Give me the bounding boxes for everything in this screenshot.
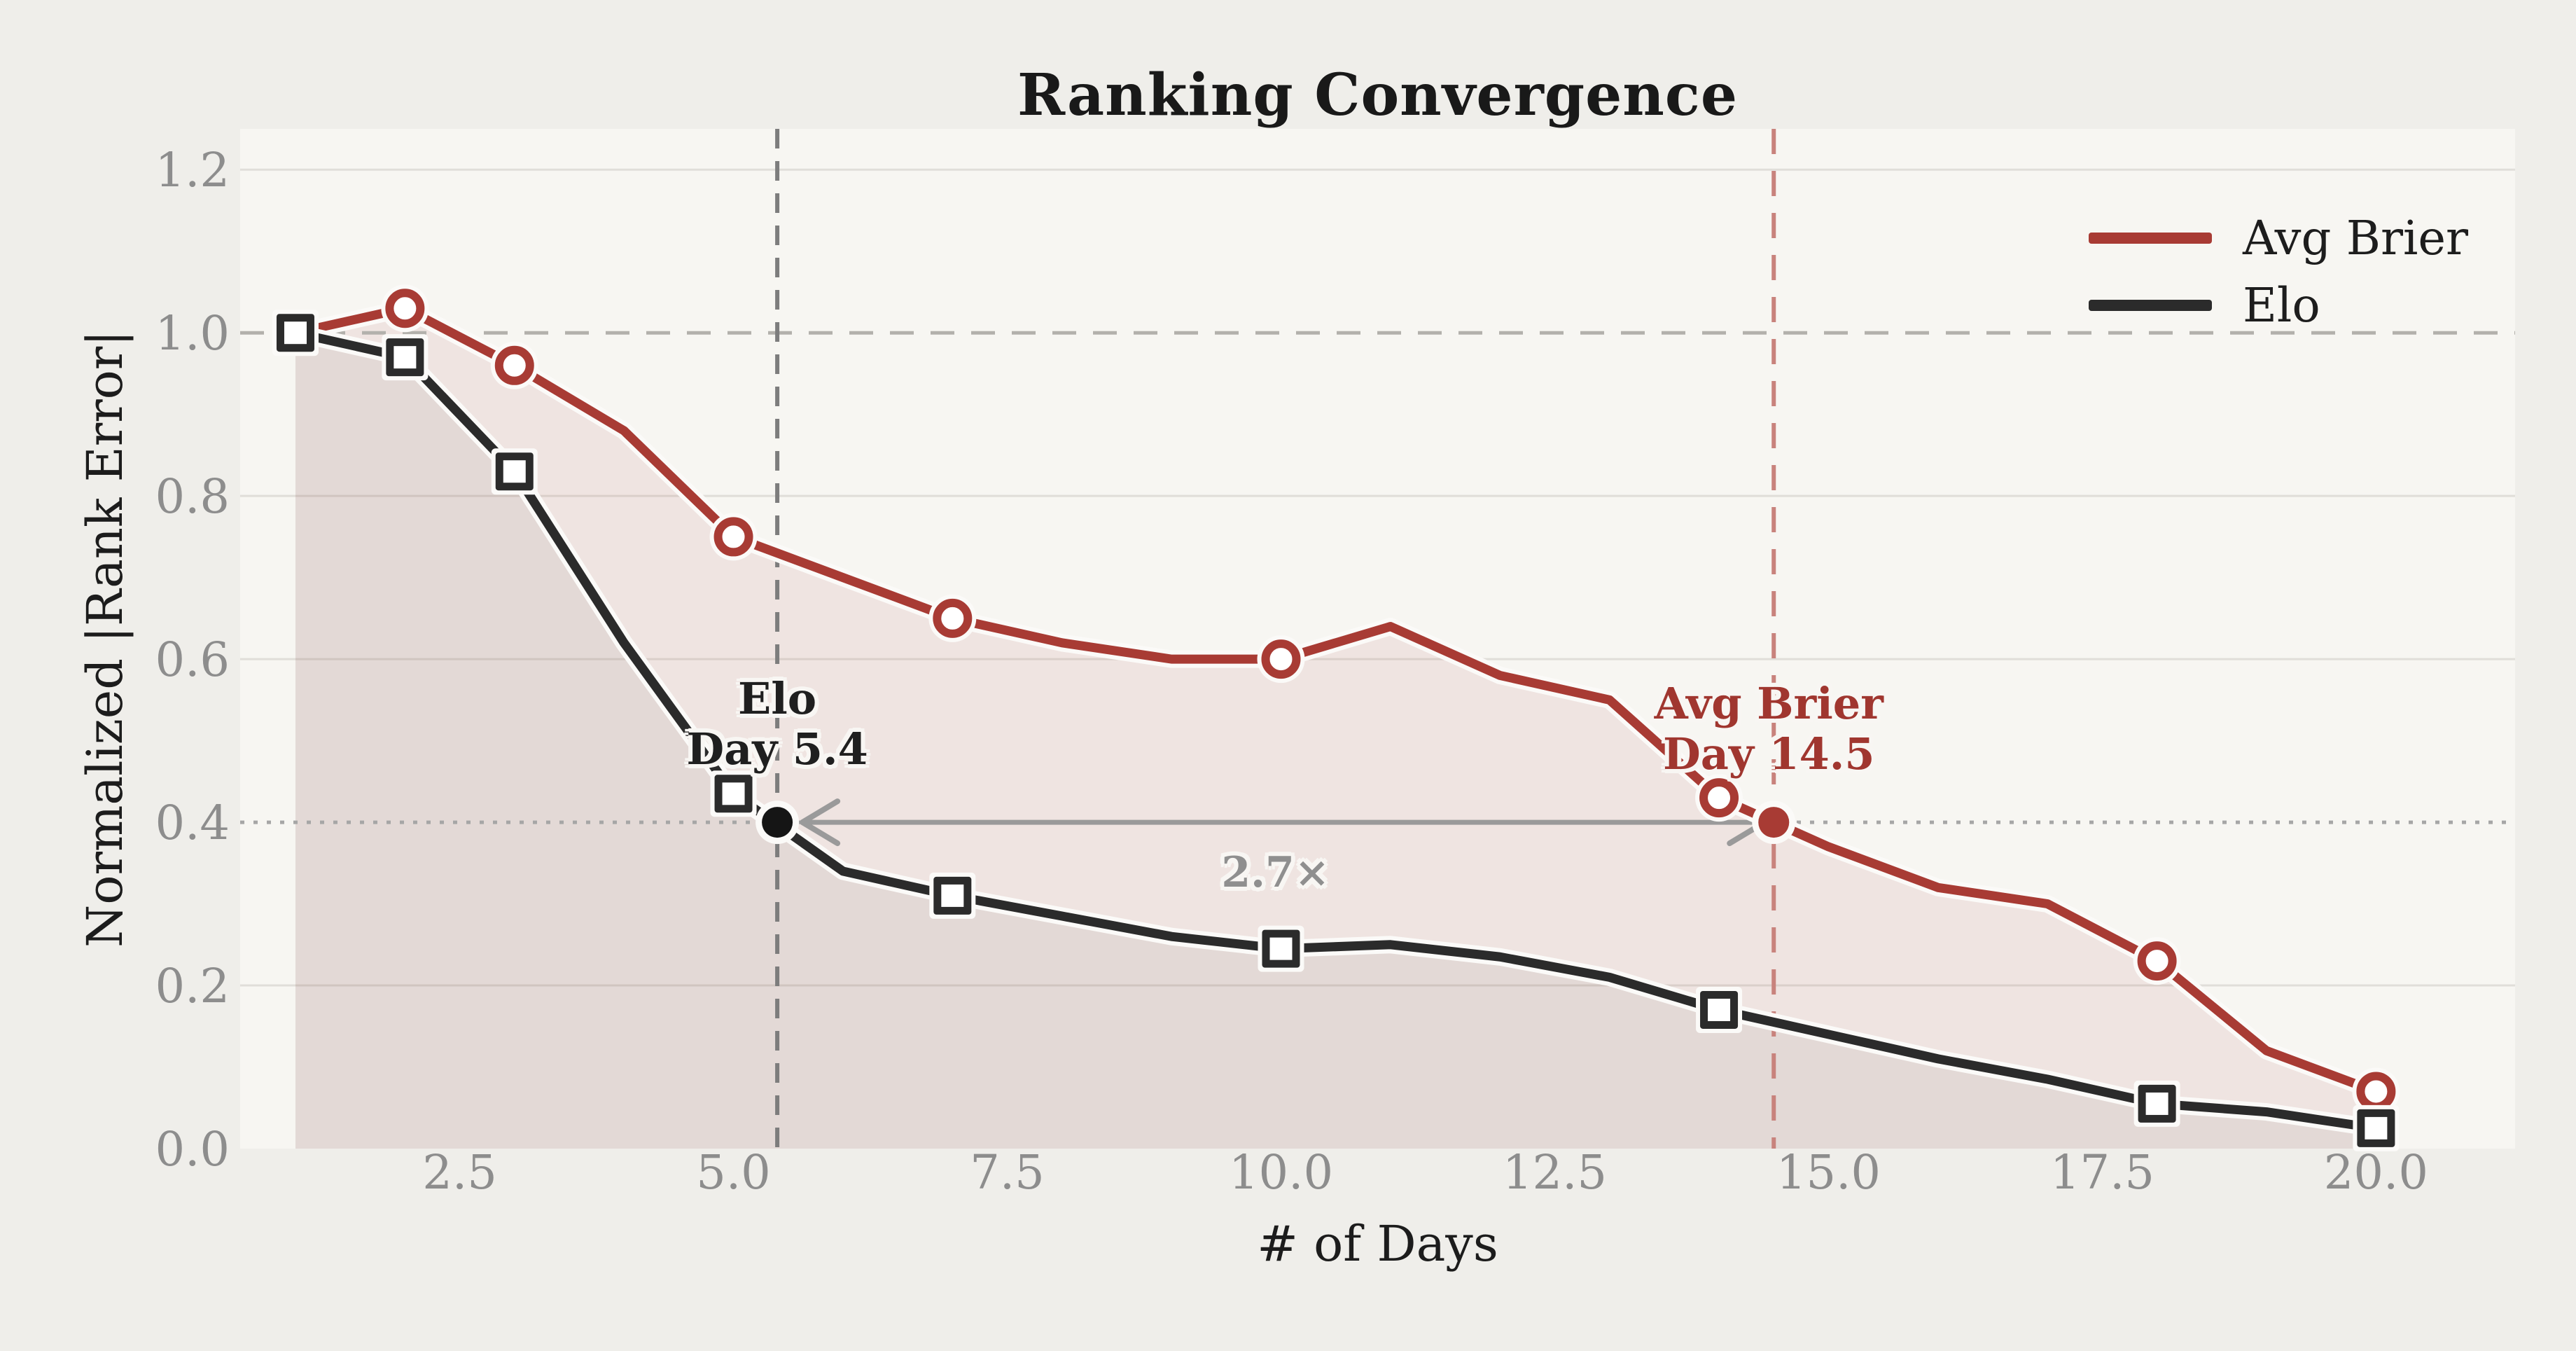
- elo-marker-inner: [722, 782, 745, 805]
- x-tick-label: 2.5: [422, 1145, 497, 1200]
- y-tick-label: 0.0: [155, 1122, 230, 1177]
- x-tick-label: 7.5: [970, 1145, 1045, 1200]
- x-tick-label: 10.0: [1229, 1145, 1333, 1200]
- elo-annotation-line2: Day 5.4: [686, 723, 868, 775]
- chart-title: Ranking Convergence: [1017, 62, 1739, 129]
- arrow-head-left: [800, 798, 841, 847]
- x-tick-label: 12.5: [1503, 1145, 1607, 1200]
- elo-marker-inner: [394, 346, 417, 369]
- legend-item-elo: Elo: [2089, 272, 2468, 339]
- avg-brier-marker: [713, 517, 753, 557]
- avg-brier-marker: [385, 289, 425, 328]
- y-tick-label: 0.4: [155, 796, 230, 850]
- elo-marker-inner: [1708, 998, 1731, 1021]
- elo-marker-inner: [2365, 1116, 2388, 1139]
- brier-annotation-line2: Day 14.5: [1662, 728, 1875, 780]
- elo-marker-inner: [1269, 937, 1293, 960]
- elo-area-fill: [295, 333, 2376, 1149]
- elo-marker-inner: [503, 460, 526, 483]
- elo-marker-inner: [941, 884, 964, 907]
- legend-label-avg-brier: Avg Brier: [2243, 211, 2469, 265]
- brier-annotation-line1: Avg Brier: [1654, 678, 1884, 730]
- legend: Avg Brier Elo: [2089, 205, 2468, 339]
- legend-label-elo: Elo: [2243, 278, 2320, 333]
- elo-marker-inner: [284, 321, 307, 345]
- x-tick-label: 20.0: [2324, 1145, 2428, 1200]
- legend-item-avg-brier: Avg Brier: [2089, 205, 2468, 272]
- y-tick-label: 0.2: [155, 959, 230, 1013]
- x-axis-label: # of Days: [1257, 1215, 1498, 1273]
- avg-brier-marker: [1261, 639, 1301, 679]
- y-tick-label: 0.6: [155, 632, 230, 687]
- avg-brier-marker: [494, 345, 534, 385]
- avg-brier-marker: [1699, 778, 1739, 818]
- avg-brier-line: [291, 303, 2381, 1096]
- avg-brier-convergence-dot: [1758, 807, 1790, 838]
- avg-brier-marker: [2356, 1072, 2396, 1111]
- speedup-label: 2.7×: [1221, 848, 1330, 898]
- avg-brier-area-fill: [295, 308, 2376, 1149]
- x-tick-label: 15.0: [1776, 1145, 1881, 1200]
- elo-convergence-annotation: Elo Day 5.4: [686, 674, 868, 775]
- avg-brier-marker: [933, 598, 973, 638]
- elo-line: [291, 328, 2381, 1133]
- avg-brier-swatch: [2089, 233, 2212, 244]
- elo-marker-inner: [2145, 1092, 2168, 1115]
- y-tick-label: 1.2: [155, 143, 230, 198]
- y-tick-label: 1.0: [155, 306, 230, 361]
- elo-annotation-line1: Elo: [737, 673, 817, 725]
- elo-swatch: [2089, 300, 2212, 311]
- x-tick-label: 17.5: [2050, 1145, 2154, 1200]
- avg-brier-marker: [2137, 941, 2177, 981]
- y-tick-label: 0.8: [155, 469, 230, 524]
- brier-convergence-annotation: Avg Brier Day 14.5: [1655, 679, 1884, 780]
- y-axis-label: Normalized |Rank Error|: [76, 330, 134, 948]
- elo-convergence-dot: [762, 807, 793, 838]
- x-tick-label: 5.0: [696, 1145, 771, 1200]
